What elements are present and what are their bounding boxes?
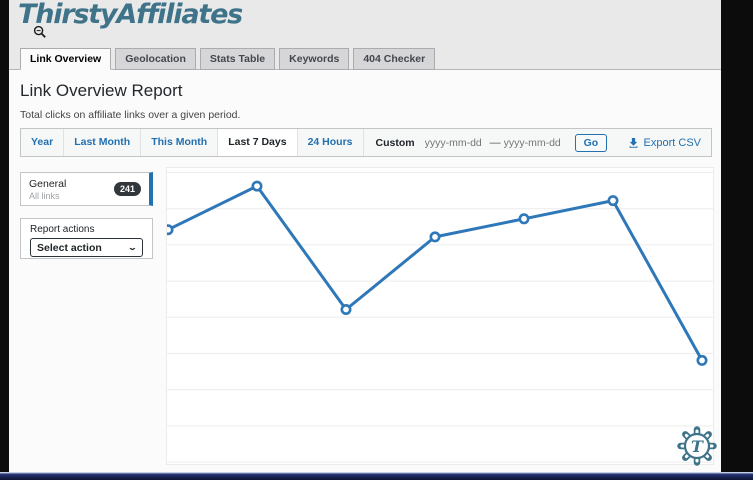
chart-data-point xyxy=(167,224,174,236)
thirstyaffiliates-gear-button[interactable]: T xyxy=(677,426,717,466)
export-csv-button[interactable]: Export CSV xyxy=(627,136,701,149)
right-black-edge xyxy=(721,0,753,473)
download-icon xyxy=(629,137,637,148)
chart-data-point xyxy=(429,231,441,243)
select-action-value: Select action xyxy=(37,241,102,254)
tab-404-checker[interactable]: 404 Checker xyxy=(353,48,436,70)
period-filter-bar: Year Last Month This Month Last 7 Days 2… xyxy=(20,128,712,157)
tab-keywords[interactable]: Keywords xyxy=(279,48,350,70)
chart-data-point xyxy=(607,195,619,207)
zoom-cursor-icon xyxy=(33,25,46,38)
tab-link-overview[interactable]: Link Overview xyxy=(20,48,112,70)
chart-data-point xyxy=(251,180,263,192)
plugin-header: ThirstyAffiliates xyxy=(9,0,721,47)
chart-data-point xyxy=(518,213,530,225)
thirstyaffiliates-logo: ThirstyAffiliates xyxy=(18,0,243,30)
left-black-edge xyxy=(0,0,9,473)
chevron-down-icon: ⌄ xyxy=(127,243,138,252)
report-actions-label: Report actions xyxy=(30,224,95,235)
general-card-subtitle: All links xyxy=(29,190,60,201)
period-last-month[interactable]: Last Month xyxy=(64,129,142,156)
window-bottom-bar xyxy=(0,472,753,480)
page-title: Link Overview Report xyxy=(20,81,183,100)
general-card-text: General All links xyxy=(29,178,66,201)
go-button[interactable]: Go xyxy=(574,133,608,152)
period-last-7-days[interactable]: Last 7 Days xyxy=(218,129,298,156)
page-subtitle: Total clicks on affiliate links over a g… xyxy=(20,109,241,121)
clicks-line-chart xyxy=(166,167,714,465)
report-actions-card: Report actions Select action ⌄ xyxy=(20,218,153,259)
tab-stats-table[interactable]: Stats Table xyxy=(199,48,276,70)
general-card-title: General xyxy=(29,177,67,190)
custom-range-label: Custom xyxy=(375,136,415,149)
chart-data-point xyxy=(340,304,352,316)
nav-tab-bar: Link Overview Geolocation Stats Table Ke… xyxy=(9,47,721,70)
date-range-separator: — xyxy=(489,136,501,149)
admin-content: ThirstyAffiliates Link Overview Geolocat… xyxy=(9,0,721,472)
date-to-input[interactable] xyxy=(501,136,568,149)
date-from-input[interactable] xyxy=(422,136,489,149)
link-count-badge: 241 xyxy=(113,182,141,196)
tab-geolocation[interactable]: Geolocation xyxy=(115,48,196,70)
general-links-card[interactable]: General All links 241 xyxy=(20,172,153,206)
gear-monogram-t: T xyxy=(691,437,704,456)
export-csv-label: Export CSV xyxy=(643,136,701,149)
period-this-month[interactable]: This Month xyxy=(141,129,219,156)
chart-data-point xyxy=(696,354,708,366)
report-action-select[interactable]: Select action ⌄ xyxy=(30,238,143,257)
line-chart-svg xyxy=(167,172,713,463)
period-24-hours[interactable]: 24 Hours xyxy=(298,129,364,156)
period-year[interactable]: Year xyxy=(21,129,65,156)
